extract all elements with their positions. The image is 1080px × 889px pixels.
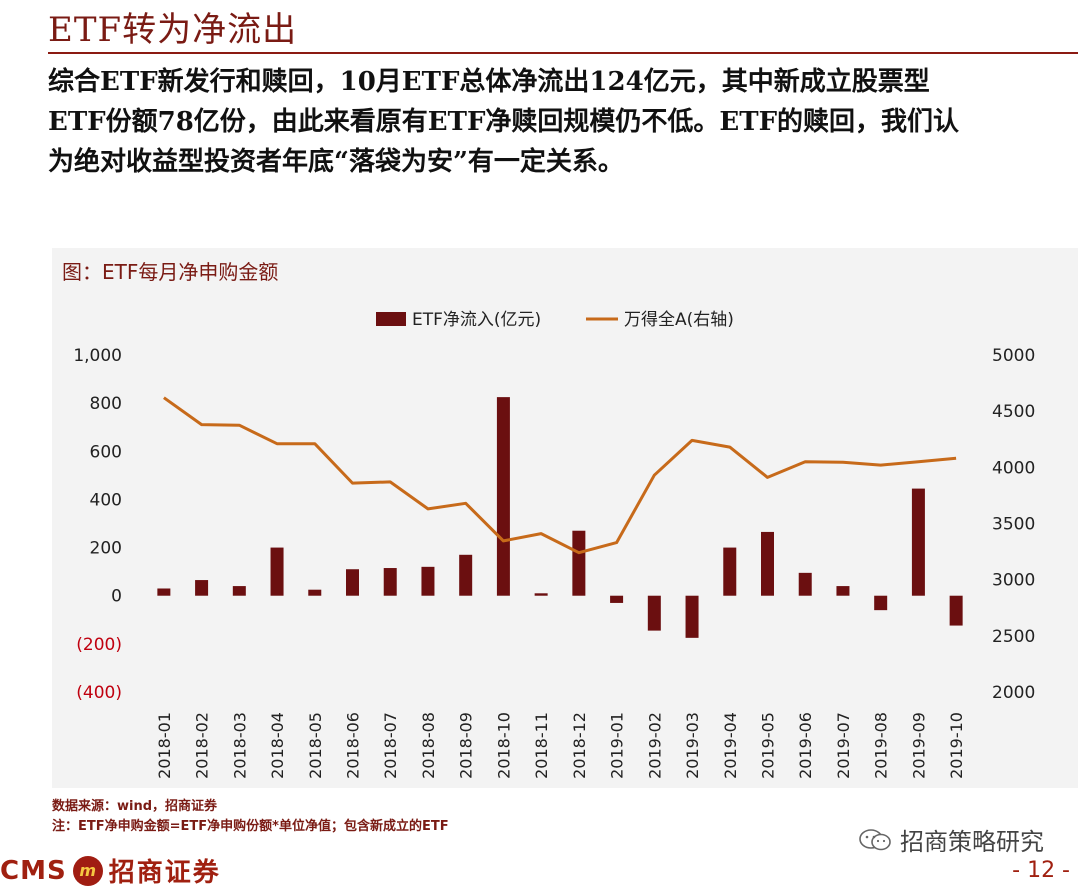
bar-2018-12	[572, 530, 586, 596]
legend-bar-swatch	[376, 312, 406, 326]
y-right-tick-label: 2000	[992, 683, 1035, 703]
x-tick-label: 2019-08	[872, 712, 891, 779]
data-source: 数据来源：wind，招商证券	[52, 799, 218, 814]
y-axis-right: 5000 4500 4000 3500 3000 2500 2000	[992, 346, 1035, 703]
title-divider	[48, 52, 1078, 54]
bar-2019-06	[798, 572, 812, 596]
x-tick-label: 2018-08	[419, 712, 438, 779]
x-tick-label: 2018-02	[193, 712, 212, 779]
paragraph-line-1: 综合ETF新发行和赎回，10月ETF总体净流出124亿元，其中新成立股票型	[48, 67, 930, 97]
brand-logo-icon: m	[72, 855, 103, 886]
chart-title: 图：ETF每月净申购金额	[62, 260, 279, 284]
x-tick-label: 2018-12	[570, 712, 589, 779]
page-number: - 12 -	[1012, 858, 1070, 883]
x-tick-label: 2019-10	[947, 712, 966, 779]
bar-2019-02	[647, 595, 661, 631]
y-right-tick-label: 2500	[992, 627, 1035, 647]
x-tick-label: 2019-03	[683, 712, 702, 779]
x-tick-label: 2019-06	[796, 712, 815, 779]
brand-footer: CMS m 招商证券	[0, 852, 221, 889]
line-series	[163, 396, 957, 555]
x-tick-label: 2019-09	[909, 712, 928, 779]
y-left-tick-label: 200	[90, 539, 122, 559]
legend-bar-label: ETF净流入(亿元)	[412, 310, 541, 330]
x-tick-label: 2018-05	[306, 712, 325, 779]
bar-2019-10	[949, 595, 963, 626]
chart-legend: ETF净流入(亿元) 万得全A(右轴)	[376, 310, 734, 330]
brand-name-en: CMS	[0, 855, 67, 886]
x-tick-label: 2019-05	[759, 712, 778, 779]
x-tick-label: 2019-07	[834, 712, 853, 779]
x-tick-label: 2019-02	[645, 712, 664, 779]
bar-2019-03	[685, 595, 699, 638]
wind-a-index-line	[163, 396, 957, 555]
bar-2019-01	[610, 595, 624, 603]
x-tick-label: 2018-09	[457, 712, 476, 779]
bar-2019-07	[836, 586, 850, 596]
bar-2019-09	[911, 488, 925, 596]
x-tick-label: 2018-07	[381, 712, 400, 779]
x-tick-label: 2019-01	[608, 712, 627, 779]
bar-2018-05	[308, 589, 322, 596]
bar-2018-02	[195, 580, 209, 596]
y-left-tick-label: 0	[111, 587, 122, 607]
y-right-tick-label: 3500	[992, 515, 1035, 535]
chart-note: 注：ETF净申购金额=ETF净申购份额*单位净值；包含新成立的ETF	[52, 819, 449, 834]
bar-2018-04	[270, 547, 284, 596]
x-tick-label: 2018-11	[532, 712, 551, 779]
bar-2018-06	[346, 569, 359, 596]
body-paragraph: 综合ETF新发行和赎回，10月ETF总体净流出124亿元，其中新成立股票型 ET…	[48, 62, 1058, 182]
paragraph-line-2: ETF份额78亿份，由此来看原有ETF净赎回规模仍不低。ETF的赎回，我们认	[48, 107, 960, 137]
wechat-label: 招商策略研究	[900, 828, 1044, 856]
chart-panel	[52, 248, 1078, 788]
x-tick-label: 2018-06	[344, 712, 363, 779]
x-tick-label: 2019-04	[721, 712, 740, 779]
y-left-tick-label: 600	[90, 442, 122, 462]
y-right-tick-label: 3000	[992, 571, 1035, 591]
bar-2018-01	[157, 588, 171, 596]
y-left-tick-label: (400)	[76, 683, 122, 703]
page-title: ETF转为净流出	[48, 10, 298, 50]
bar-series	[157, 397, 963, 638]
bar-2018-07	[383, 568, 397, 596]
x-tick-label: 2018-03	[230, 712, 249, 779]
x-tick-label: 2018-10	[494, 712, 513, 779]
paragraph-line-3: 为绝对收益型投资者年底“落袋为安”有一定关系。	[48, 147, 624, 177]
bar-2018-10	[496, 397, 510, 596]
brand-name-cn: 招商证券	[108, 858, 221, 888]
bar-2019-08	[874, 595, 888, 611]
bar-2018-09	[459, 554, 473, 596]
y-right-tick-label: 4500	[992, 402, 1035, 422]
bar-2019-04	[723, 547, 737, 596]
y-left-tick-label: 1,000	[73, 346, 122, 366]
x-tick-label: 2018-04	[268, 712, 287, 779]
y-left-tick-label: (200)	[76, 635, 122, 655]
bar-2019-05	[761, 531, 774, 596]
wechat-watermark: 招商策略研究	[858, 822, 1044, 857]
x-tick-label: 2018-01	[155, 712, 174, 779]
y-axis-left: 1,000 800 600 400 200 0 (200) (400)	[73, 346, 122, 703]
bar-2018-11	[534, 593, 548, 596]
legend-line-label: 万得全A(右轴)	[624, 310, 734, 330]
x-axis: 2018-01 2018-02 2018-03 2018-04 2018-05 2018-…	[155, 712, 966, 779]
bar-2018-08	[421, 566, 435, 596]
y-left-tick-label: 400	[90, 490, 122, 510]
wechat-icon	[859, 828, 891, 850]
y-right-tick-label: 4000	[992, 458, 1035, 478]
bar-2018-03	[232, 586, 246, 596]
y-right-tick-label: 5000	[992, 346, 1035, 366]
y-left-tick-label: 800	[90, 394, 122, 414]
